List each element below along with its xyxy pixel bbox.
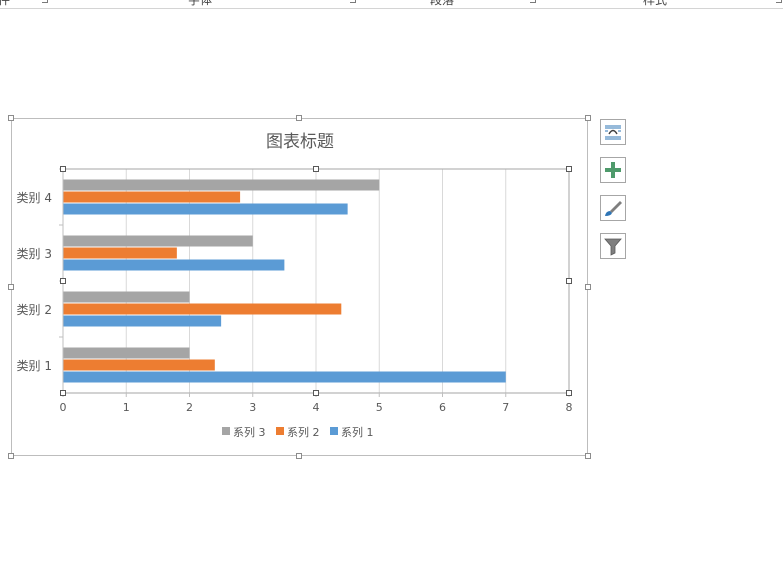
plot-resize-handle[interactable] <box>566 166 572 172</box>
legend-label: 系列 2 <box>287 425 320 439</box>
legend-label: 系列 1 <box>341 425 374 439</box>
layout-options-icon <box>605 125 621 140</box>
resize-handle[interactable] <box>8 453 14 459</box>
x-tick-label: 0 <box>60 401 67 414</box>
x-tick-label: 1 <box>123 401 130 414</box>
bar-series-2-category-1[interactable] <box>63 359 215 371</box>
dialog-launcher-icon[interactable] <box>530 0 536 3</box>
x-tick-label: 2 <box>186 401 193 414</box>
resize-handle[interactable] <box>585 115 591 121</box>
chart-styles-button[interactable] <box>600 195 626 221</box>
x-tick-label: 7 <box>502 401 509 414</box>
resize-handle[interactable] <box>296 453 302 459</box>
bar-series-2-category-4[interactable] <box>63 191 241 203</box>
bars <box>63 179 506 383</box>
category-label: 类别 2 <box>17 303 52 317</box>
bar-series-3-category-2[interactable] <box>63 291 190 303</box>
chart-filters-button[interactable] <box>600 233 626 259</box>
resize-handle[interactable] <box>8 284 14 290</box>
bar-series-1-category-4[interactable] <box>63 203 348 215</box>
category-label: 类别 1 <box>17 359 52 373</box>
layout-options-button[interactable] <box>600 119 626 145</box>
bar-series-3-category-3[interactable] <box>63 235 253 247</box>
x-tick-label: 8 <box>566 401 573 414</box>
chart-styles-brush-icon <box>605 201 622 216</box>
resize-handle[interactable] <box>296 115 302 121</box>
ribbon-group-label: 段落 <box>430 0 455 7</box>
x-tick-label: 5 <box>376 401 383 414</box>
chart-elements-button[interactable] <box>600 157 626 183</box>
category-label: 类别 3 <box>17 247 52 261</box>
bar-series-2-category-3[interactable] <box>63 247 177 259</box>
plot-resize-handle[interactable] <box>566 390 572 396</box>
legend-swatch <box>330 427 338 435</box>
bar-series-2-category-2[interactable] <box>63 303 342 315</box>
category-label: 类别 4 <box>17 191 52 205</box>
legend-label: 系列 3 <box>233 425 266 439</box>
bar-series-3-category-4[interactable] <box>63 179 380 191</box>
plot-area-handles <box>60 166 572 396</box>
legend[interactable]: 系列 3 系列 2 系列 1 <box>222 425 374 439</box>
gridlines <box>125 169 507 393</box>
plot-resize-handle[interactable] <box>60 166 66 172</box>
chart-filter-icon <box>604 238 622 256</box>
ribbon-group-strip: 组件 字体 段落 样式 <box>0 0 783 9</box>
resize-handle[interactable] <box>585 284 591 290</box>
bar-series-1-category-3[interactable] <box>63 259 285 271</box>
x-tick-label: 6 <box>439 401 446 414</box>
bar-series-3-category-1[interactable] <box>63 347 190 359</box>
resize-handle[interactable] <box>585 453 591 459</box>
dialog-launcher-icon[interactable] <box>350 0 356 3</box>
plot-resize-handle[interactable] <box>60 278 66 284</box>
ribbon-group-label: 样式 <box>643 0 668 7</box>
bar-series-1-category-1[interactable] <box>63 371 506 383</box>
axis-labels: 0 1 2 3 4 5 6 7 8 类别 1 类别 2 类别 3 类别 4 <box>17 191 573 414</box>
plot-resize-handle[interactable] <box>313 166 319 172</box>
ribbon-group-label: 字体 <box>188 0 213 7</box>
plot-resize-handle[interactable] <box>60 390 66 396</box>
chart-elements-plus-icon <box>605 162 621 178</box>
ribbon-group-label: 组件 <box>0 0 10 8</box>
dialog-launcher-icon[interactable] <box>776 0 782 3</box>
legend-swatch <box>276 427 284 435</box>
resize-handle[interactable] <box>8 115 14 121</box>
plot-resize-handle[interactable] <box>313 390 319 396</box>
chart-title[interactable]: 图表标题 <box>266 132 334 152</box>
plot-resize-handle[interactable] <box>566 278 572 284</box>
x-tick-label: 4 <box>313 401 320 414</box>
x-tick-label: 3 <box>249 401 256 414</box>
legend-swatch <box>222 427 230 435</box>
bar-series-1-category-2[interactable] <box>63 315 222 327</box>
dialog-launcher-icon[interactable] <box>42 0 48 3</box>
